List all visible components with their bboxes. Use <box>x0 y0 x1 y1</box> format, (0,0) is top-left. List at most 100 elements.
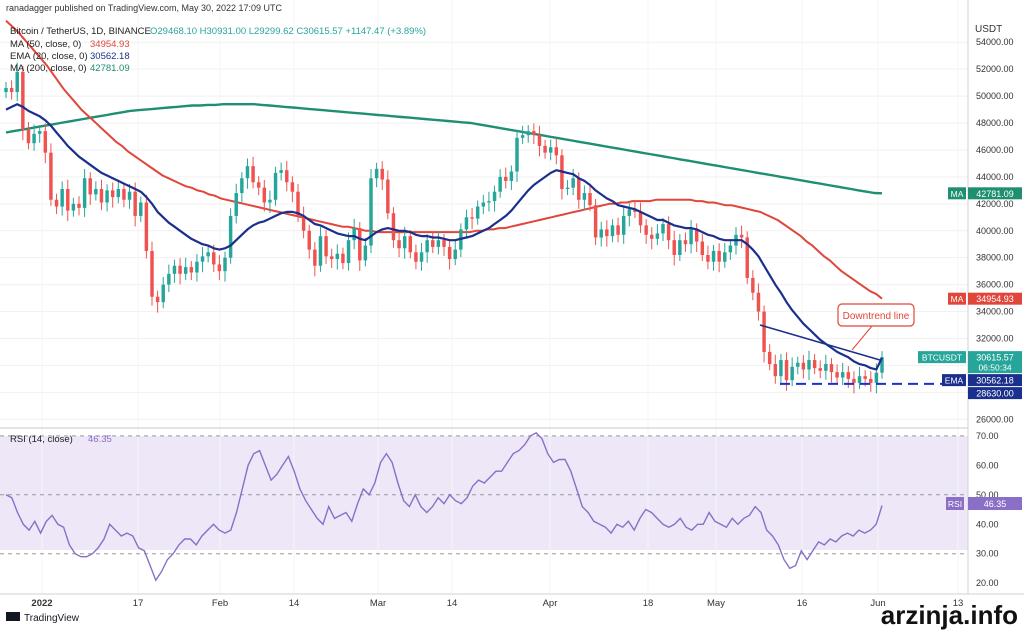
candle-body <box>71 203 76 211</box>
candle-body <box>122 189 126 200</box>
candle-body <box>694 229 699 242</box>
candle-body <box>380 168 384 180</box>
candle-body <box>874 372 879 383</box>
rsi-axis-value-bg <box>968 497 1022 510</box>
price-label-tag-bg <box>948 292 966 305</box>
callout-label: Downtrend line <box>843 311 910 322</box>
candle-body <box>745 237 749 278</box>
price-label-value: 30562.18 <box>976 376 1014 386</box>
candle-body <box>835 372 839 378</box>
ma200-legend-value: 42781.09 <box>90 63 130 74</box>
candle-body <box>15 71 19 93</box>
price-label-countdown: 06:50:34 <box>978 363 1011 373</box>
candle-body <box>127 191 132 200</box>
candle-body <box>369 178 373 246</box>
downtrend-line[interactable] <box>759 324 881 361</box>
candle-body <box>4 88 8 93</box>
candle-body <box>9 88 14 93</box>
price-tick-label: 44000.00 <box>976 172 1014 182</box>
candle-body <box>577 178 581 200</box>
candle-body <box>324 236 328 257</box>
price-axis-labels: MA 42781.09 MA 34954.93 BTCUSDT 30615.5706:50… <box>918 187 1022 400</box>
candle-body <box>346 240 351 264</box>
candle-body <box>504 176 508 181</box>
candle-body <box>419 252 424 262</box>
candle-body <box>481 202 486 207</box>
candle-body <box>532 131 536 136</box>
candle-body <box>852 378 856 383</box>
candle-body <box>812 360 817 369</box>
rsi-tick-label: 50.00 <box>976 490 999 500</box>
price-label-bg <box>968 351 1022 374</box>
candle-body <box>470 217 474 219</box>
ema20-series <box>5 103 883 371</box>
candle-body <box>717 250 721 262</box>
candle-body <box>99 189 104 203</box>
rsi-legend-label[interactable]: RSI (14, close) <box>10 434 73 445</box>
downtrend-callout[interactable]: Downtrend line <box>837 303 915 351</box>
ma50-legend-value: 34954.93 <box>90 39 130 50</box>
rsi-tick-label: 20.00 <box>976 578 999 588</box>
ma50-legend-label[interactable]: MA (50, close, 0) <box>10 39 81 50</box>
price-label-tag: BTCUSDT <box>922 353 962 363</box>
rsi-tick-label: 30.00 <box>976 549 999 559</box>
candle-body <box>784 360 789 381</box>
candle-body <box>588 193 592 206</box>
price-tick-label: 50000.00 <box>976 91 1014 101</box>
ema20-legend-label[interactable]: EMA (20, close, 0) <box>10 51 88 62</box>
price-label-bg <box>968 187 1022 200</box>
candle-body <box>796 362 800 367</box>
candle-body <box>644 225 648 235</box>
candle-body <box>846 372 851 379</box>
price-label-tag-bg <box>918 351 966 364</box>
candle-body <box>790 366 794 381</box>
candle-body <box>189 267 194 273</box>
candle-body <box>548 147 553 153</box>
time-tick-label: Apr <box>543 598 558 609</box>
candle-body <box>762 311 766 352</box>
price-tick-label: 36000.00 <box>976 280 1014 290</box>
candle-body <box>616 225 620 235</box>
time-tick-label: May <box>707 598 725 609</box>
candle-body <box>543 145 547 153</box>
price-label-tag: MA <box>951 294 964 304</box>
candle-body <box>610 225 615 237</box>
price-label-tag-bg <box>942 374 966 387</box>
candle-body <box>133 191 137 216</box>
price-label-value: 28630.00 <box>976 389 1014 399</box>
rsi-line <box>5 432 883 582</box>
candle-body <box>94 189 98 195</box>
candle-body <box>593 205 598 238</box>
candle-body <box>689 229 693 245</box>
candle-body <box>425 240 429 253</box>
candle-body <box>683 240 688 245</box>
price-label-tag-bg <box>948 187 966 200</box>
ohlc-readout: O29468.10 H30931.00 L29299.62 C30615.57 … <box>150 26 426 37</box>
candle-body <box>599 229 603 238</box>
candle-body <box>436 240 441 247</box>
ma200-line <box>5 102 883 195</box>
candle-body <box>32 133 36 144</box>
candle-body <box>492 191 497 202</box>
time-tick-label: 2022 <box>31 598 52 609</box>
candle-body <box>880 357 884 373</box>
candle-body <box>234 193 238 216</box>
time-tick-label: 14 <box>447 598 458 609</box>
candle-body <box>779 360 783 377</box>
candle-body <box>537 135 542 146</box>
time-tick-label: 13 <box>953 598 964 609</box>
candle-body <box>773 364 778 377</box>
tradingview-brand[interactable]: TradingView <box>6 612 80 624</box>
time-tick-label: 18 <box>643 598 654 609</box>
rsi-axis-tag: RSI <box>948 499 962 509</box>
tradingview-brand-text: TradingView <box>24 613 80 624</box>
candle-body <box>650 234 654 239</box>
symbol-label[interactable]: Bitcoin / TetherUS, 1D, BINANCE <box>10 26 151 37</box>
candle-body <box>66 189 70 211</box>
candle-body <box>605 229 609 237</box>
ma200-legend-label[interactable]: MA (200, close, 0) <box>10 63 87 74</box>
candle-body <box>150 250 154 297</box>
candlestick-series[interactable] <box>4 62 884 394</box>
